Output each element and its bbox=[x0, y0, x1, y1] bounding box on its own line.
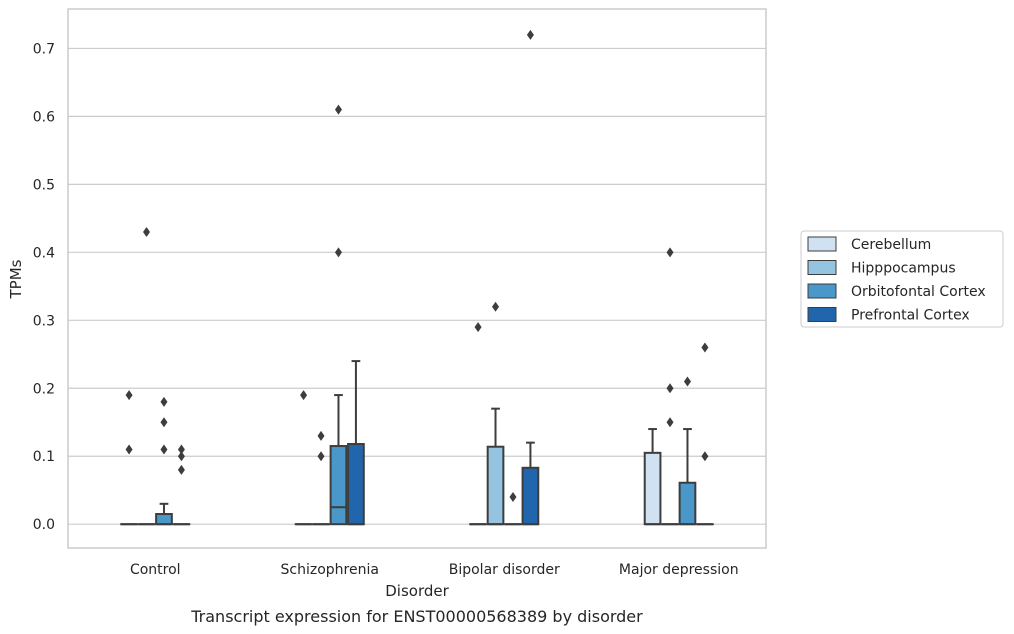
outlier-point bbox=[125, 444, 133, 455]
box bbox=[155, 513, 173, 526]
outlier-point bbox=[509, 492, 517, 503]
outlier-point bbox=[317, 451, 325, 462]
outlier-point bbox=[143, 226, 151, 237]
y-tick-label: 0.1 bbox=[33, 449, 55, 465]
y-tick-label: 0.3 bbox=[33, 313, 55, 329]
box bbox=[347, 443, 365, 526]
legend-swatch bbox=[807, 307, 837, 322]
legend-swatch bbox=[807, 260, 837, 275]
y-axis-ticks: 0.0 0.1 0.2 0.3 0.4 0.5 0.6 0.7 bbox=[33, 41, 55, 533]
y-tick-label: 0.5 bbox=[33, 177, 55, 193]
outlier-point bbox=[334, 247, 342, 258]
series-orbitofontal-cortex bbox=[155, 104, 697, 526]
outlier-point bbox=[701, 451, 709, 462]
outlier-point bbox=[177, 451, 185, 462]
outlier-point bbox=[177, 464, 185, 475]
outlier-point bbox=[334, 104, 342, 115]
y-tick-label: 0.2 bbox=[33, 381, 55, 397]
outlier-point bbox=[474, 322, 482, 333]
x-tick-label: Bipolar disorder bbox=[449, 562, 560, 578]
legend-label: Orbitofontal Cortex bbox=[851, 284, 986, 300]
box bbox=[643, 451, 662, 526]
box-series bbox=[120, 29, 714, 526]
legend-swatch bbox=[807, 283, 837, 299]
series-prefrontal-cortex bbox=[172, 29, 714, 526]
outlier-point bbox=[160, 417, 168, 428]
y-tick-label: 0.4 bbox=[33, 245, 55, 261]
x-axis-title: Disorder bbox=[385, 582, 449, 600]
legend-label: Cerebellum bbox=[851, 237, 931, 253]
x-tick-label: Control bbox=[130, 562, 181, 578]
box bbox=[329, 445, 348, 526]
outlier-point bbox=[666, 417, 674, 428]
outlier-point bbox=[666, 247, 674, 258]
legend-label: Hipppocampus bbox=[851, 261, 956, 277]
legend-frame bbox=[800, 230, 1004, 328]
outlier-point bbox=[701, 342, 709, 353]
legend: Cerebellum Hipppocampus Orbitofontal Corte… bbox=[800, 230, 1004, 328]
series-hipppocampus bbox=[137, 226, 679, 526]
legend-swatch bbox=[807, 236, 837, 252]
y-tick-label: 0.7 bbox=[33, 41, 55, 57]
legend-label: Prefrontal Cortex bbox=[851, 308, 970, 324]
x-tick-label: Schizophrenia bbox=[281, 562, 379, 578]
y-tick-label: 0.6 bbox=[33, 109, 55, 125]
series-cerebellum bbox=[120, 322, 662, 526]
outlier-point bbox=[160, 444, 168, 455]
y-axis-title: TPMs bbox=[7, 259, 25, 299]
outlier-point bbox=[526, 29, 534, 40]
outlier-point bbox=[125, 390, 133, 401]
outlier-point bbox=[177, 444, 185, 455]
x-tick-label: Major depression bbox=[619, 562, 739, 578]
figure-caption: Transcript expression for ENST0000056838… bbox=[190, 607, 643, 626]
box bbox=[678, 481, 697, 526]
outlier-point bbox=[492, 301, 500, 312]
box bbox=[521, 466, 540, 526]
outlier-point bbox=[300, 390, 308, 401]
outlier-point bbox=[317, 430, 325, 441]
outlier-point bbox=[160, 396, 168, 407]
x-axis-ticks: Control Schizophrenia Bipolar disorder Majo… bbox=[130, 562, 739, 578]
outlier-point bbox=[666, 383, 674, 394]
y-tick-label: 0.0 bbox=[33, 517, 55, 533]
plot-frame bbox=[67, 8, 767, 549]
outlier-point bbox=[683, 376, 691, 387]
box bbox=[486, 445, 505, 526]
